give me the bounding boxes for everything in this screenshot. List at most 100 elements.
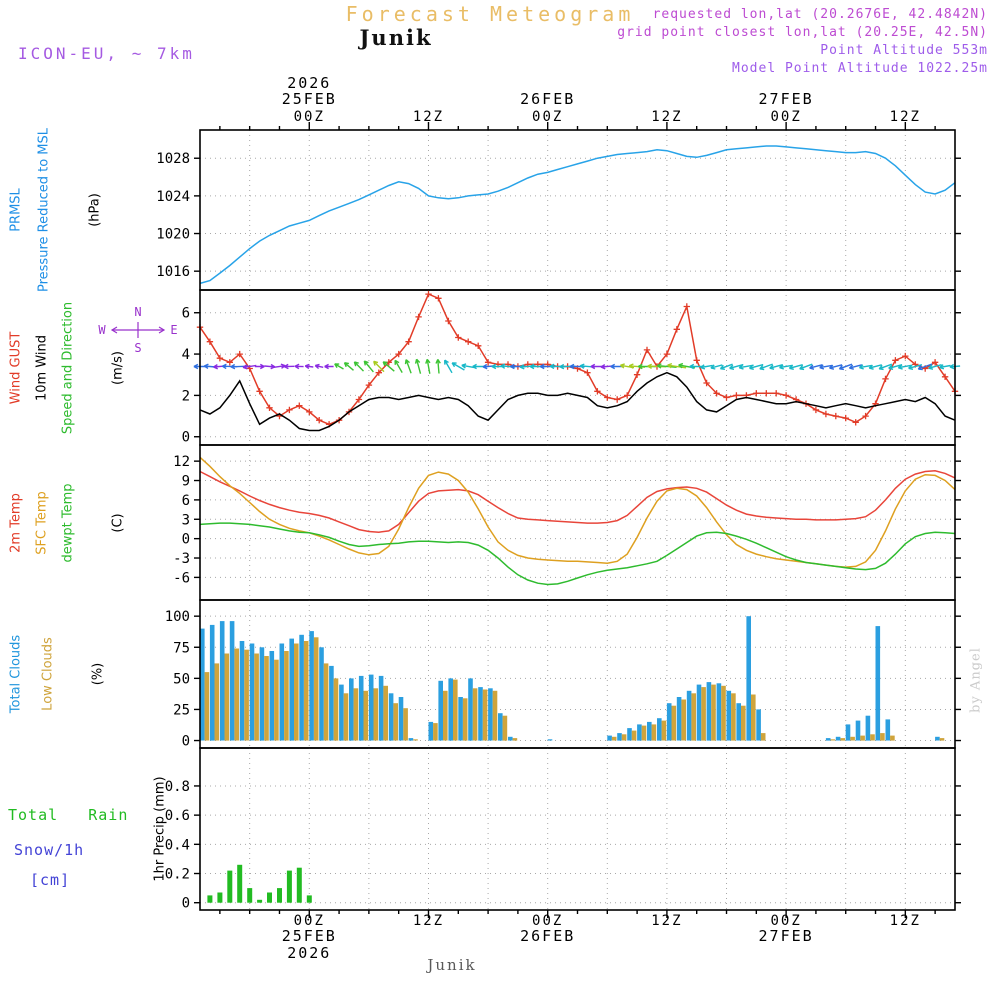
- pressure-y-axis: 1016 1020 1024 1028: [156, 151, 961, 280]
- pressure-y-tick-label: 1024: [156, 189, 190, 205]
- wind-gridlines: [200, 290, 955, 445]
- pressure-axis-label-2: (hPa): [87, 193, 103, 227]
- compass-north: N: [134, 305, 141, 319]
- time-label-top: 00Z: [532, 109, 563, 125]
- pressure-y-tick-label: 1028: [156, 151, 190, 167]
- wind-y-tick-label: 6: [182, 306, 190, 322]
- wind-line-10m-wind: [199, 371, 956, 432]
- temperature-y-tick-label: -3: [173, 551, 190, 567]
- wind-axis-label-0: Wind GUST: [8, 331, 24, 404]
- clouds-axis-label-1: Low Clouds: [40, 637, 56, 711]
- temperature-line-dewpt-temp: [199, 522, 956, 586]
- pressure-gridlines: [200, 130, 955, 290]
- temperature-panel: -6 -3 0 3 6 9 12: [173, 444, 961, 601]
- temperature-line-2m-temp: [199, 470, 956, 533]
- temperature-y-tick-label: 0: [182, 532, 190, 548]
- time-label-bottom: 12Z: [651, 913, 682, 929]
- day-label-top: 27FEB: [759, 90, 814, 108]
- precip-legend-line-0: Total Rain: [8, 806, 129, 824]
- precip-panel: 0 0.2 0.4 0.6 0.8: [165, 747, 961, 912]
- time-label-top: 12Z: [413, 109, 444, 125]
- temperature-axis-label-0: 2m Temp: [8, 492, 24, 553]
- clouds-panel: 0 25 50 75 100: [165, 599, 961, 750]
- time-label-top: 12Z: [651, 109, 682, 125]
- precip-axis-label-0: 1hr Precip (mm): [152, 776, 168, 882]
- pressure-line-prmsl: [199, 145, 956, 285]
- day-label-bottom: 26FEB: [520, 927, 575, 945]
- compass-east: E: [170, 323, 177, 337]
- wind-y-axis: 0 2 4 6: [182, 306, 961, 446]
- precip-bars-rain: [207, 864, 312, 903]
- time-label-bottom: 00Z: [770, 913, 801, 929]
- year-label-bottom: 2026: [287, 944, 331, 962]
- day-label-top: 26FEB: [520, 90, 575, 108]
- temperature-line-sfc-temp: [199, 456, 956, 568]
- clouds-y-tick-label: 0: [182, 734, 190, 750]
- temperature-y-tick-label: 12: [173, 454, 190, 470]
- temperature-y-tick-label: 6: [182, 493, 190, 509]
- temperature-axis-label-1: SFC Temp: [34, 490, 50, 555]
- precip-y-tick-label: 0.4: [165, 837, 190, 853]
- precip-legend-line-2: [cm]: [30, 871, 71, 889]
- time-label-bottom: 12Z: [890, 913, 921, 929]
- pressure-border: [199, 129, 956, 291]
- precip-y-tick-label: 0: [182, 896, 190, 912]
- precip-y-tick-label: 0.8: [165, 779, 190, 795]
- pressure-panel: 1016 1020 1024 1028: [156, 129, 961, 291]
- temperature-axis-label-2: dewpt Temp: [60, 482, 76, 563]
- wind-y-tick-label: 4: [182, 347, 190, 363]
- clouds-y-tick-label: 50: [173, 671, 190, 687]
- wind-axis-label-1: 10m Wind: [34, 334, 50, 401]
- precip-legend-line-1: Snow/1h: [14, 841, 85, 859]
- clouds-y-tick-label: 100: [165, 609, 190, 625]
- day-label-bottom: 27FEB: [759, 927, 814, 945]
- clouds-axis-label-2: (%): [90, 662, 106, 686]
- station-title: Junik: [359, 25, 433, 50]
- temperature-y-tick-label: 3: [182, 512, 190, 528]
- wind-plus-markers: [196, 290, 959, 428]
- day-label-bottom: 25FEB: [282, 927, 337, 945]
- footer-station-label: Junik: [427, 956, 477, 974]
- time-label-bottom: 00Z: [532, 913, 563, 929]
- wind-compass-legend: N S W E: [98, 305, 177, 355]
- model-point-altitude: Model Point Altitude 1022.25m: [732, 61, 988, 76]
- wind-panel: 0 2 4 6: [182, 289, 961, 446]
- wind-y-tick-label: 0: [182, 430, 190, 446]
- time-axis: 00Z 00Z 12Z 12Z 00Z 00Z 12Z 12Z 00Z 00Z 12Z 12Z 25FE…: [219, 74, 936, 962]
- wind-axis-label-2: Speed and Direction: [60, 301, 76, 434]
- clouds-axis-label-0: Total Clouds: [8, 634, 24, 714]
- clouds-bars-low-clouds: [204, 637, 945, 741]
- day-label-top: 25FEB: [282, 90, 337, 108]
- temperature-axis-label-3: (C): [110, 512, 126, 533]
- compass-south: S: [134, 341, 141, 355]
- pressure-axis-label-0: PRMSL: [8, 188, 24, 232]
- clouds-y-axis: 0 25 50 75 100: [165, 609, 961, 750]
- time-label-top: 12Z: [890, 109, 921, 125]
- requested-coordinates: requested lon,lat (20.2676E, 42.4842N): [652, 7, 988, 22]
- point-altitude: Point Altitude 553m: [820, 43, 988, 58]
- time-label-bottom: 00Z: [294, 913, 325, 929]
- chart-title: Forecast Meteogram: [345, 2, 635, 26]
- clouds-y-tick-label: 75: [173, 640, 190, 656]
- temperature-y-tick-label: -6: [173, 570, 190, 586]
- model-label: ICON-EU, ~ 7km: [18, 44, 195, 63]
- wind-axis-label-3: (m/s): [110, 350, 126, 385]
- temperature-y-axis: -6 -3 0 3 6 9 12: [173, 454, 961, 586]
- grid-point-coordinates: grid point closest lon,lat (20.25E, 42.5…: [617, 25, 988, 40]
- precip-gridlines: [200, 748, 955, 910]
- precip-y-tick-label: 0.2: [165, 867, 190, 883]
- clouds-y-tick-label: 25: [173, 702, 190, 718]
- wind-direction-arrows: [193, 358, 961, 374]
- pressure-y-tick-label: 1016: [156, 264, 190, 280]
- time-label-top: 00Z: [294, 109, 325, 125]
- precip-y-tick-label: 0.6: [165, 808, 190, 824]
- time-label-top: 00Z: [770, 109, 801, 125]
- temperature-y-tick-label: 9: [182, 474, 190, 490]
- year-label-top: 2026: [287, 74, 331, 92]
- precip-y-axis: 0 0.2 0.4 0.6 0.8: [165, 779, 961, 912]
- clouds-bars-total-clouds: [200, 616, 940, 741]
- pressure-axis-label-1: Pressure Reduced to MSL: [36, 127, 52, 293]
- compass-west: W: [98, 323, 106, 337]
